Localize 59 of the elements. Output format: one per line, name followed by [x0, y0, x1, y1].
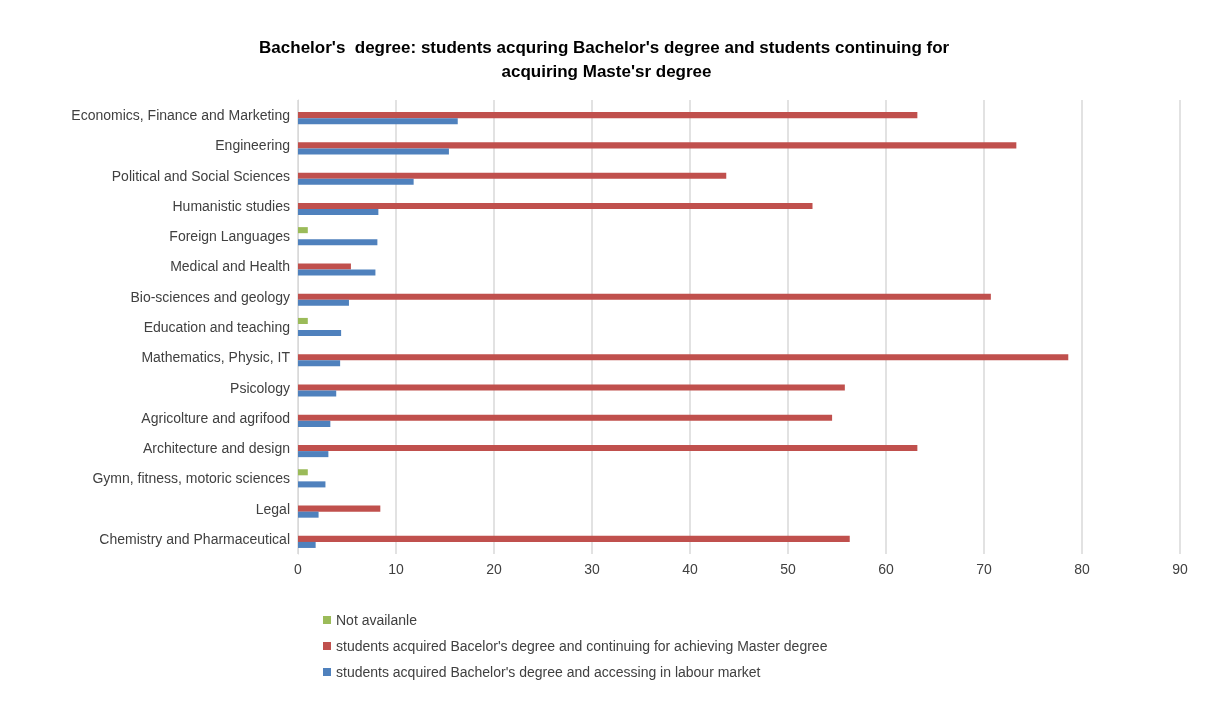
y-tick-label: Education and teaching — [143, 319, 290, 335]
legend-label: Not availanle — [336, 612, 418, 628]
bar — [298, 269, 376, 276]
y-tick-label: Bio-sciences and geology — [130, 288, 290, 305]
bar — [298, 202, 813, 209]
bar — [298, 178, 414, 185]
x-tick-label: 50 — [780, 561, 796, 577]
bar — [298, 293, 991, 300]
x-tick-label: 20 — [486, 561, 502, 577]
bar — [298, 535, 850, 542]
bar — [298, 299, 349, 306]
x-tick-label: 60 — [878, 561, 894, 577]
y-tick-label: Foreign Languages — [169, 228, 290, 245]
bar — [298, 118, 458, 125]
bar — [298, 330, 342, 337]
x-tick-label: 30 — [584, 561, 600, 577]
bar — [298, 505, 381, 512]
bar — [298, 451, 329, 458]
y-tick-label: Mathematics, Physic, IT — [141, 349, 291, 366]
y-tick-label: Legal — [255, 500, 290, 517]
y-tick-label: Psicology — [230, 379, 290, 396]
legend-label: students acquired Bachelor's degree and accessing in labour market — [336, 664, 761, 680]
y-tick-label: Political and Social Sciences — [111, 167, 290, 184]
bar — [298, 148, 449, 155]
bar — [298, 390, 337, 397]
bar — [298, 414, 833, 421]
y-tick-label: Architecture and design — [142, 440, 290, 457]
y-tick-label: Economics, Finance and Marketing — [71, 107, 290, 124]
bar — [298, 227, 308, 234]
x-tick-label: 0 — [294, 561, 303, 577]
bar — [298, 317, 308, 324]
bar — [298, 142, 1017, 149]
bar — [298, 172, 727, 179]
x-tick-label: 80 — [1074, 561, 1090, 577]
bar — [298, 384, 845, 391]
bar — [298, 420, 331, 427]
y-tick-label: Engineering — [215, 137, 290, 154]
y-tick-label: Medical and Health — [170, 258, 290, 275]
y-tick-label: Agricolture and agrifood — [141, 409, 290, 426]
chart-title: Bachelor's degree: students acquring Bachelor's degree and students continuing for acquiring Maste'sr degree — [259, 37, 954, 81]
bar — [298, 354, 1069, 361]
y-tick-label: Gymn, fitness, motoric sciences — [92, 470, 290, 487]
bar — [298, 263, 351, 270]
bar — [298, 541, 316, 548]
bar — [298, 481, 326, 488]
x-tick-label: 10 — [388, 561, 404, 577]
bar — [298, 511, 319, 518]
y-tick-label: Humanistic studies — [172, 197, 290, 214]
y-tick-label: Chemistry and Pharmaceutical — [99, 530, 290, 547]
bar — [298, 445, 918, 452]
legend-label: students acquired Bacelor's degree and continuing for achieving Master degree — [336, 638, 828, 654]
x-tick-label: 40 — [682, 561, 698, 577]
bar — [298, 208, 379, 216]
bar — [298, 469, 308, 476]
bar — [298, 239, 378, 246]
x-tick-label: 70 — [976, 561, 992, 577]
bar — [298, 112, 918, 119]
bar — [298, 360, 341, 367]
x-tick-label: 90 — [1172, 561, 1188, 577]
